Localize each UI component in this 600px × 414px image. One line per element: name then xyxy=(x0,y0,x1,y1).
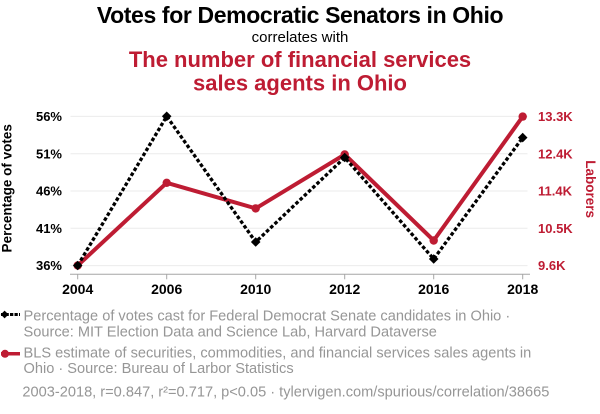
svg-text:41%: 41% xyxy=(36,221,62,236)
svg-text:13.3K: 13.3K xyxy=(538,109,573,124)
svg-text:2016: 2016 xyxy=(418,281,449,297)
svg-text:2018: 2018 xyxy=(507,281,538,297)
svg-text:BLS estimate of securities, co: BLS estimate of securities, commodities,… xyxy=(24,345,532,361)
svg-text:Laborers: Laborers xyxy=(583,160,598,218)
svg-text:2006: 2006 xyxy=(151,281,182,297)
svg-text:11.4K: 11.4K xyxy=(538,184,573,199)
svg-text:2004: 2004 xyxy=(62,281,93,297)
svg-text:Source: MIT Election Data and: Source: MIT Election Data and Science La… xyxy=(24,324,437,340)
svg-text:2010: 2010 xyxy=(240,281,271,297)
svg-text:2003-2018, r=0.847, r²=0.717,: 2003-2018, r=0.847, r²=0.717, p<0.05 · t… xyxy=(22,385,549,401)
svg-text:56%: 56% xyxy=(36,109,62,124)
svg-text:12.4K: 12.4K xyxy=(538,146,573,161)
svg-text:correlates with: correlates with xyxy=(252,29,349,46)
svg-text:46%: 46% xyxy=(36,184,62,199)
svg-text:sales agents in Ohio: sales agents in Ohio xyxy=(193,70,407,95)
svg-text:Votes for Democratic Senators: Votes for Democratic Senators in Ohio xyxy=(97,2,504,28)
svg-text:2012: 2012 xyxy=(329,281,360,297)
svg-text:9.6K: 9.6K xyxy=(538,258,566,273)
svg-text:51%: 51% xyxy=(36,146,62,161)
svg-text:36%: 36% xyxy=(36,258,62,273)
svg-text:Ohio · Source: Bureau of Larbo: Ohio · Source: Bureau of Larbor Statisti… xyxy=(24,361,294,377)
svg-text:10.5K: 10.5K xyxy=(538,221,573,236)
svg-text:The number of financial servic: The number of financial services xyxy=(129,47,471,72)
svg-text:Percentage of votes cast for F: Percentage of votes cast for Federal Dem… xyxy=(24,309,511,325)
svg-text:Percentage of votes: Percentage of votes xyxy=(0,124,15,252)
